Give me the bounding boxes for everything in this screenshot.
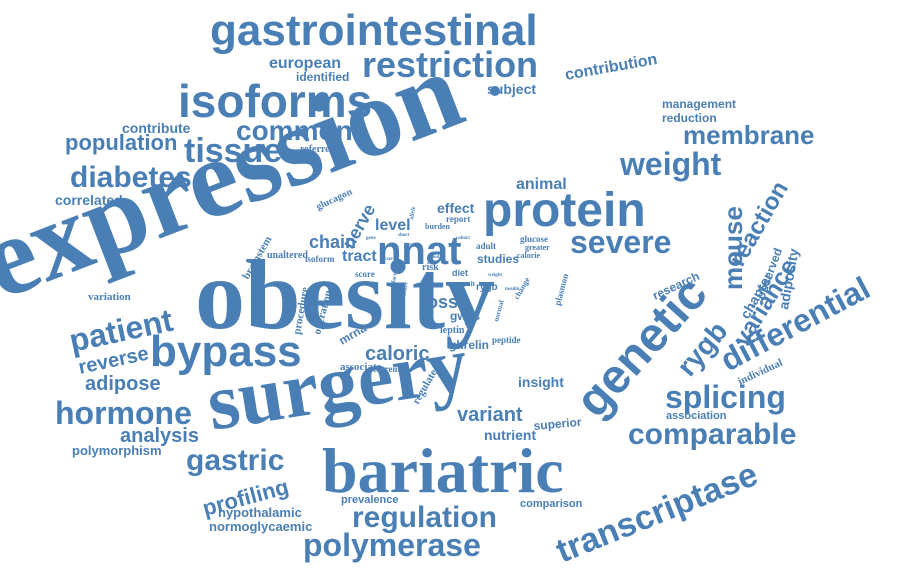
word-score: score	[355, 269, 375, 279]
word-short: short	[398, 233, 409, 238]
word-mouse: mouse	[718, 206, 748, 290]
word-membrane: membrane	[683, 120, 815, 150]
word-factor: factor	[391, 267, 400, 283]
word-basal: basal	[417, 283, 429, 288]
word-chain: chain	[309, 232, 356, 252]
word-tract: tract	[342, 248, 377, 265]
word-obesity: obesity	[195, 239, 495, 350]
word-nnat: nnat	[377, 229, 461, 273]
word-adult: adult	[476, 241, 496, 251]
word-correlated: correlated	[55, 192, 123, 208]
word-cohort: cohort	[456, 236, 470, 241]
word-ghrelin: ghrelin	[449, 338, 489, 352]
word-gene: gene	[366, 236, 377, 241]
word-association: association	[666, 410, 727, 422]
word-comparable: comparable	[628, 418, 796, 451]
word-risk: risk	[422, 262, 439, 273]
word-transcriptase: transcriptase	[551, 455, 763, 569]
word-variation: variation	[88, 291, 131, 303]
word-peptide: peptide	[492, 335, 521, 345]
word-referred: referred	[300, 144, 336, 155]
word-extreme: extreme	[373, 364, 404, 374]
word-population: population	[65, 130, 177, 155]
word-greater: greater	[525, 243, 550, 252]
word-plasmon: plasmon	[552, 273, 570, 307]
word-european: european	[269, 55, 341, 72]
word-hormone: hormone	[55, 395, 192, 431]
word-common: common	[236, 115, 353, 146]
dot-mark	[490, 86, 500, 96]
word-rate: rate	[384, 257, 393, 262]
word-polymorphism: polymorphism	[72, 443, 162, 458]
word-reduction: reduction	[662, 111, 717, 125]
word-contribute: contribute	[122, 120, 191, 136]
word-nutrient: nutrient	[484, 427, 536, 443]
word-rygb-small: rygb	[476, 282, 498, 293]
word-allele: allele	[409, 206, 417, 220]
word-burden: burden	[425, 222, 450, 231]
word-associate: associate	[340, 361, 382, 373]
word-severe: severe	[570, 224, 671, 260]
word-caloric: caloric	[365, 343, 429, 365]
word-superior: superior	[533, 415, 582, 433]
word-report: report	[446, 214, 470, 224]
word-future: future	[401, 281, 410, 298]
word-regulation: regulation	[352, 501, 497, 534]
word-weight-small: weight	[488, 273, 503, 278]
word-analysis: analysis	[120, 425, 199, 447]
word-insight: insight	[518, 374, 564, 390]
word-isoforms: isoforms	[178, 75, 372, 127]
word-adipose: adipose	[85, 373, 161, 395]
word-protein: protein	[483, 184, 646, 237]
word-gastric: gastric	[186, 444, 284, 477]
word-bariatric: bariatric	[322, 435, 564, 506]
word-food: food	[430, 255, 440, 260]
word-prevalence: prevalence	[341, 494, 398, 506]
word-contribution: contribution	[564, 51, 659, 84]
word-splicing: splicing	[665, 379, 786, 415]
word-variant: variant	[457, 404, 523, 426]
word-gastrointestinal: gastrointestinal	[210, 6, 538, 55]
word-diabetes: diabetes	[70, 161, 192, 194]
word-restriction: restriction	[362, 44, 538, 85]
word-studies: studies	[477, 252, 519, 266]
word-diet: diet	[452, 268, 468, 278]
word-insulin: insulin	[505, 287, 520, 292]
word-management: management	[662, 97, 736, 111]
word-isoform: isoform	[305, 254, 335, 264]
word-comparison: comparison	[520, 498, 583, 510]
word-calorie: calorie	[517, 251, 541, 260]
word-leptin: leptin	[440, 325, 465, 336]
word-hypothalamic: hypothalamic	[218, 505, 302, 520]
word-polymerase: polymerase	[303, 527, 481, 563]
word-bypass: bypass	[150, 327, 302, 376]
word-result: result	[458, 280, 476, 288]
word-normoglycaemic: normoglycaemic	[209, 519, 312, 534]
word-gwas: gwas	[450, 309, 480, 323]
word-level: level	[375, 217, 411, 234]
word-loss: loss	[422, 292, 458, 312]
word-effect: effect	[437, 200, 475, 216]
word-glucose: glucose	[520, 234, 548, 244]
word-weight: weight	[619, 146, 722, 182]
word-mass: mass	[410, 243, 421, 248]
word-identified: identified	[296, 70, 349, 84]
word-unaltered: unaltered	[267, 250, 308, 261]
word-tissue: tissue	[184, 132, 282, 170]
word-animal: animal	[516, 176, 567, 193]
